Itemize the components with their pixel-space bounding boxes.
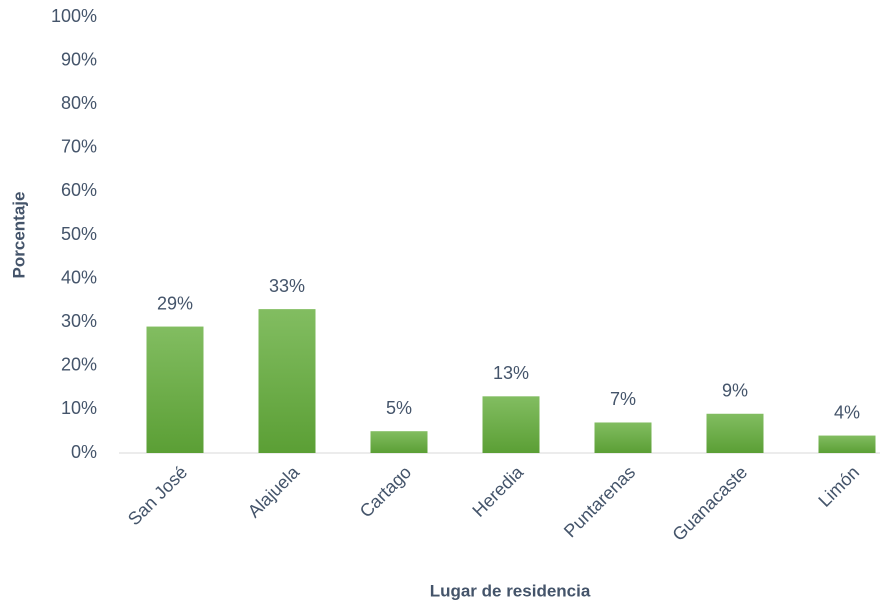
- bar: [146, 326, 204, 453]
- y-tick-label: 0%: [71, 442, 97, 462]
- data-label: 5%: [386, 398, 412, 418]
- x-tick-label: Heredia: [468, 461, 527, 520]
- data-label: 7%: [610, 389, 636, 409]
- y-tick-label: 30%: [61, 311, 97, 331]
- bar: [482, 396, 540, 453]
- y-tick-label: 70%: [61, 137, 97, 157]
- data-label: 33%: [269, 276, 305, 296]
- x-tick-label: Puntarenas: [560, 462, 639, 541]
- bar: [706, 413, 764, 453]
- x-tick-label: Alajuela: [244, 461, 304, 521]
- y-tick-label: 10%: [61, 398, 97, 418]
- y-tick-label: 80%: [61, 93, 97, 113]
- bar: [818, 435, 876, 453]
- y-tick-label: 50%: [61, 224, 97, 244]
- x-tick-label: San José: [124, 462, 191, 529]
- y-tick-label: 60%: [61, 180, 97, 200]
- y-tick-label: 90%: [61, 49, 97, 69]
- y-tick-label: 40%: [61, 267, 97, 287]
- data-label: 9%: [722, 381, 748, 401]
- data-label: 4%: [834, 402, 860, 422]
- x-tick-label: Guanacaste: [668, 462, 751, 545]
- x-tick-label: Limón: [814, 462, 863, 511]
- bar: [594, 422, 652, 453]
- x-tick-label: Cartago: [356, 462, 415, 521]
- data-label: 29%: [157, 293, 193, 313]
- bar: [370, 431, 428, 453]
- data-label: 13%: [493, 363, 529, 383]
- x-axis-title: Lugar de residencia: [430, 581, 591, 600]
- y-tick-label: 20%: [61, 355, 97, 375]
- y-axis-title: Porcentaje: [9, 192, 28, 279]
- y-tick-label: 100%: [51, 6, 97, 26]
- bar: [258, 309, 316, 453]
